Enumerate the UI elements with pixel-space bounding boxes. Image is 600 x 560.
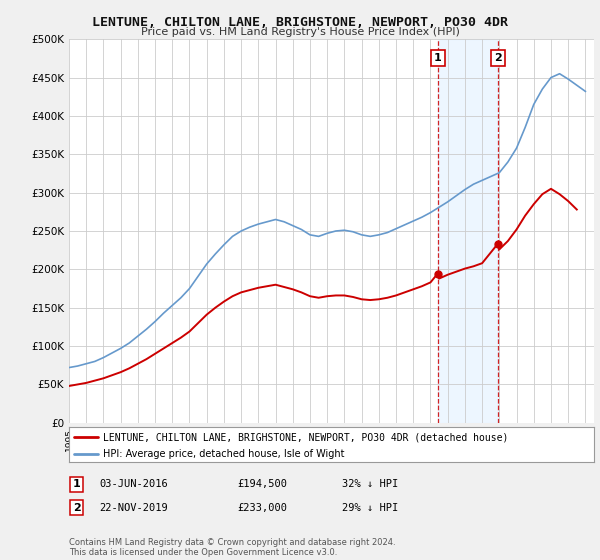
Text: £194,500: £194,500 [237, 479, 287, 489]
Text: Price paid vs. HM Land Registry's House Price Index (HPI): Price paid vs. HM Land Registry's House … [140, 27, 460, 37]
Text: Contains HM Land Registry data © Crown copyright and database right 2024.
This d: Contains HM Land Registry data © Crown c… [69, 538, 395, 557]
Bar [438, 39, 497, 423]
Text: HPI: Average price, detached house, Isle of Wight: HPI: Average price, detached house, Isle… [103, 449, 344, 459]
Text: 2: 2 [494, 53, 502, 63]
Text: LENTUNE, CHILTON LANE, BRIGHSTONE, NEWPORT, PO30 4DR (detached house): LENTUNE, CHILTON LANE, BRIGHSTONE, NEWPO… [103, 432, 509, 442]
Text: £233,000: £233,000 [237, 503, 287, 513]
Text: 1: 1 [73, 479, 80, 489]
Text: 29% ↓ HPI: 29% ↓ HPI [342, 503, 398, 513]
Text: 22-NOV-2019: 22-NOV-2019 [99, 503, 168, 513]
Text: 2: 2 [73, 503, 80, 513]
Text: 03-JUN-2016: 03-JUN-2016 [99, 479, 168, 489]
Text: LENTUNE, CHILTON LANE, BRIGHSTONE, NEWPORT, PO30 4DR: LENTUNE, CHILTON LANE, BRIGHSTONE, NEWPO… [92, 16, 508, 29]
Text: 32% ↓ HPI: 32% ↓ HPI [342, 479, 398, 489]
Text: 1: 1 [434, 53, 442, 63]
